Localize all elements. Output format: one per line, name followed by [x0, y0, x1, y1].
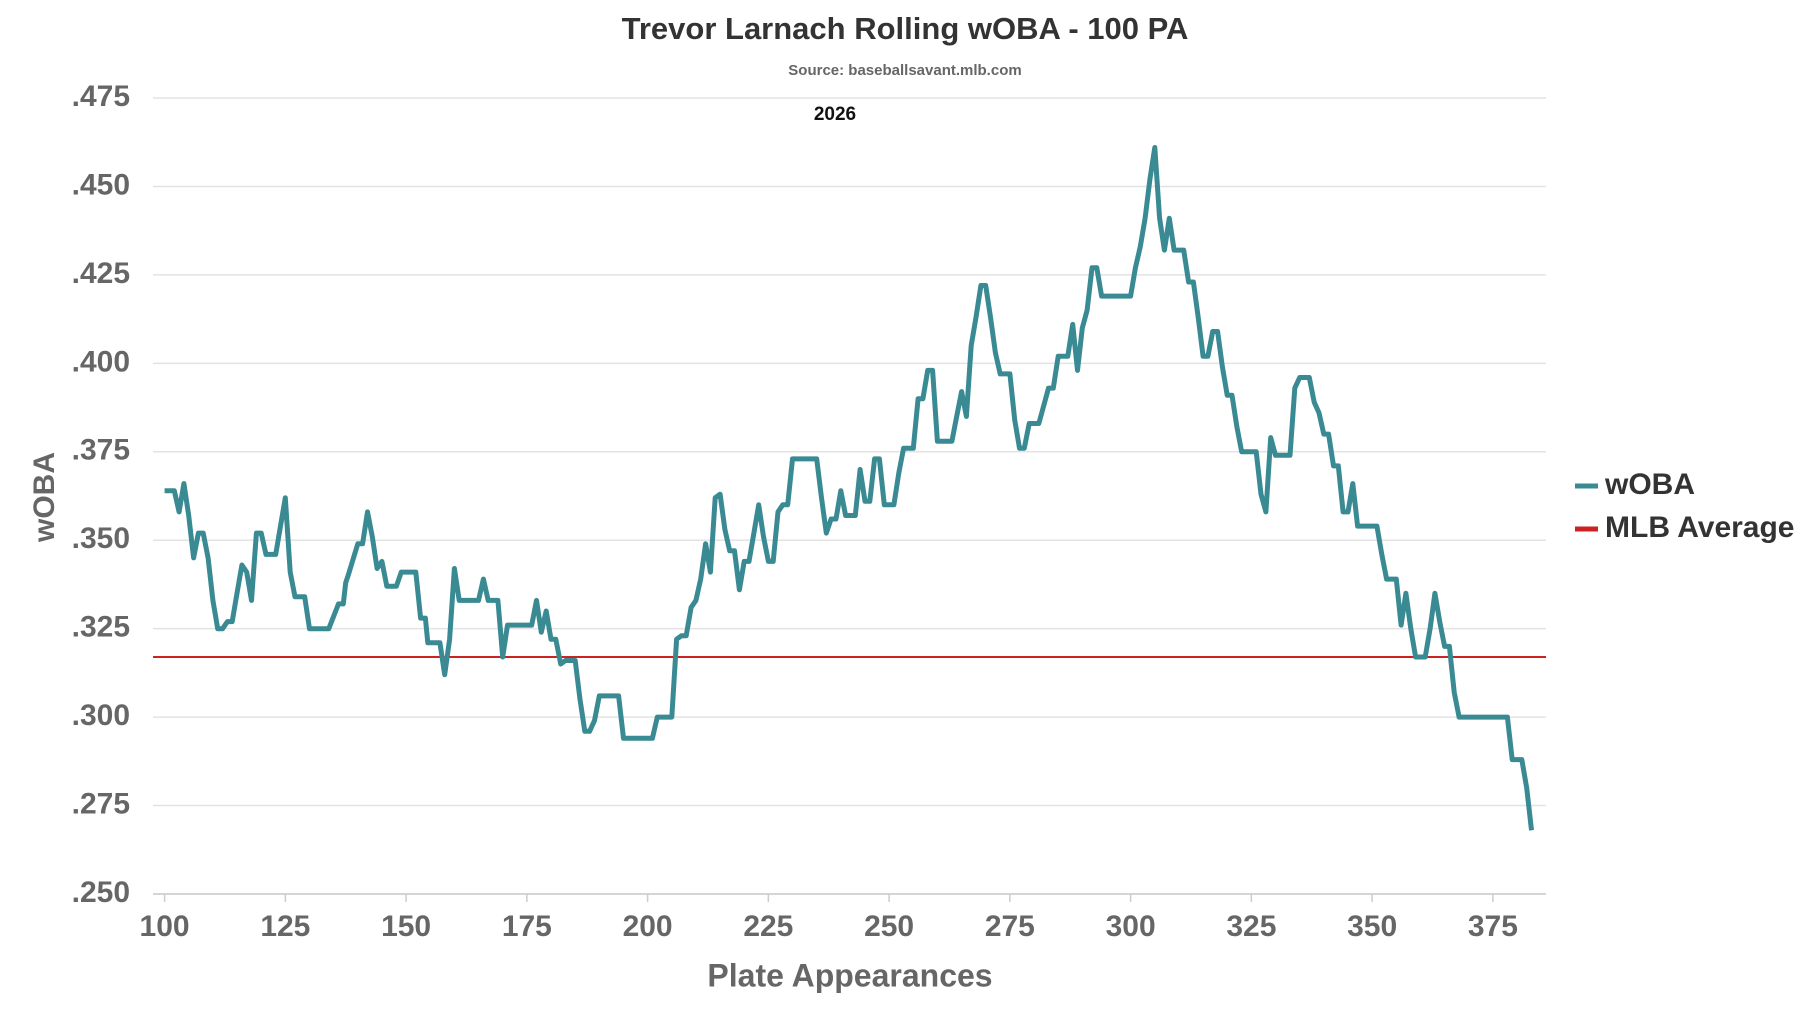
y-tick-label: .275: [72, 787, 130, 820]
y-tick-label: .475: [72, 80, 130, 113]
x-tick-label: 100: [140, 910, 190, 943]
x-tick-label: 275: [985, 910, 1035, 943]
chart-subtitle: Source: baseballsavant.mlb.com: [788, 62, 1021, 79]
y-tick-label: .350: [72, 522, 130, 555]
x-tick-label: 175: [502, 910, 552, 943]
x-tick-label: 200: [623, 910, 673, 943]
x-tick-label: 300: [1106, 910, 1156, 943]
x-tick-label: 250: [864, 910, 914, 943]
annotation: 2026: [814, 104, 856, 125]
x-tick-label: 125: [260, 910, 310, 943]
x-tick-label: 350: [1347, 910, 1397, 943]
y-tick-label: .425: [72, 257, 130, 290]
y-tick-label: .375: [72, 434, 130, 467]
legend-label: MLB Average: [1605, 511, 1795, 544]
x-axis-label: Plate Appearances: [707, 957, 992, 993]
y-axis-label: wOBA: [28, 452, 61, 543]
x-tick-label: 375: [1468, 910, 1518, 943]
y-tick-label: .300: [72, 699, 130, 732]
chart-title: Trevor Larnach Rolling wOBA - 100 PA: [622, 11, 1189, 46]
x-tick-label: 225: [743, 910, 793, 943]
legend-label: wOBA: [1604, 468, 1695, 501]
series-line: [164, 145, 1534, 831]
x-tick-label: 325: [1226, 910, 1276, 943]
y-tick-label: .400: [72, 345, 130, 378]
y-tick-label: .325: [72, 611, 130, 644]
y-tick-label: .250: [72, 876, 130, 909]
y-tick-label: .450: [72, 168, 130, 201]
x-tick-label: 150: [381, 910, 431, 943]
